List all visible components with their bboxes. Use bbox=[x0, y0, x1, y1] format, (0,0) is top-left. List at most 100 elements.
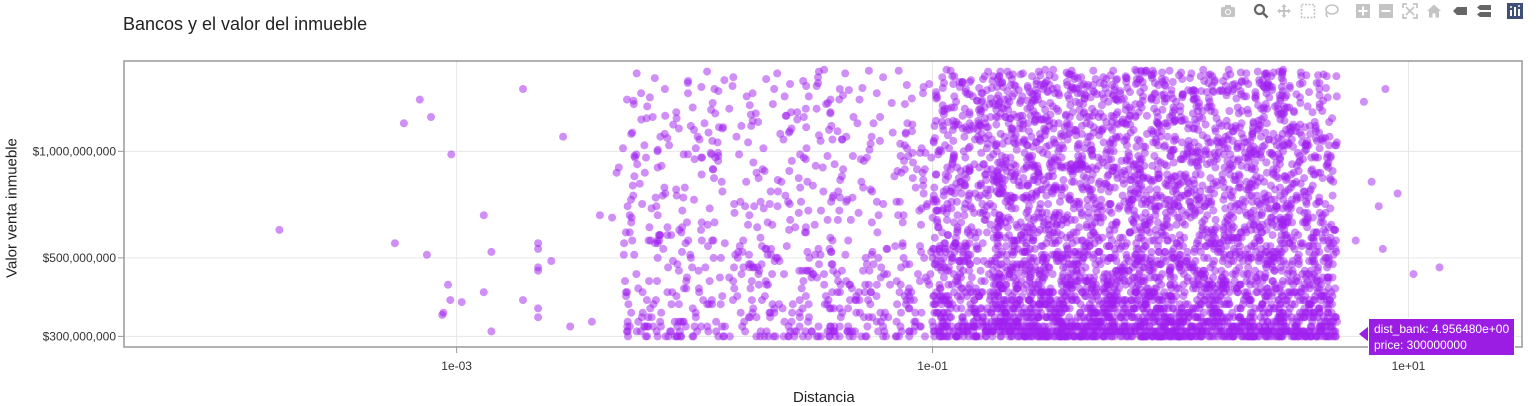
data-point[interactable] bbox=[1041, 65, 1050, 74]
data-point[interactable] bbox=[1310, 118, 1319, 126]
data-point[interactable] bbox=[1192, 119, 1201, 128]
data-point[interactable] bbox=[457, 298, 466, 307]
data-point[interactable] bbox=[1409, 270, 1418, 279]
data-point[interactable] bbox=[634, 284, 643, 293]
data-point[interactable] bbox=[1111, 132, 1120, 141]
data-point[interactable] bbox=[1294, 231, 1303, 240]
data-point[interactable] bbox=[1241, 197, 1249, 206]
data-point[interactable] bbox=[672, 108, 681, 117]
data-point[interactable] bbox=[644, 322, 652, 331]
data-point[interactable] bbox=[782, 242, 791, 251]
data-point[interactable] bbox=[1284, 138, 1292, 147]
data-point[interactable] bbox=[762, 75, 771, 84]
data-point[interactable] bbox=[1202, 145, 1211, 154]
data-point[interactable] bbox=[547, 257, 556, 265]
data-point[interactable] bbox=[624, 332, 632, 341]
data-point[interactable] bbox=[1169, 244, 1178, 253]
data-point[interactable] bbox=[1217, 313, 1226, 322]
data-point[interactable] bbox=[829, 266, 838, 275]
data-point[interactable] bbox=[1331, 284, 1340, 293]
data-point[interactable] bbox=[876, 273, 885, 282]
data-point[interactable] bbox=[1133, 273, 1142, 282]
data-point[interactable] bbox=[960, 179, 969, 188]
data-point[interactable] bbox=[1187, 322, 1196, 331]
data-point[interactable] bbox=[1315, 208, 1324, 217]
data-point[interactable] bbox=[981, 215, 990, 224]
data-point[interactable] bbox=[1326, 176, 1335, 184]
data-point[interactable] bbox=[879, 200, 888, 208]
data-point[interactable] bbox=[1125, 111, 1134, 120]
data-point[interactable] bbox=[634, 317, 643, 326]
data-point[interactable] bbox=[415, 95, 424, 104]
data-point[interactable] bbox=[1063, 244, 1072, 253]
data-point[interactable] bbox=[1052, 250, 1061, 259]
data-point[interactable] bbox=[1274, 250, 1283, 259]
data-point[interactable] bbox=[780, 270, 788, 279]
data-point[interactable] bbox=[756, 197, 765, 206]
data-point[interactable] bbox=[1292, 90, 1301, 99]
data-point[interactable] bbox=[807, 327, 816, 336]
data-point[interactable] bbox=[708, 99, 717, 107]
data-point[interactable] bbox=[1268, 231, 1277, 240]
data-point[interactable] bbox=[1315, 85, 1324, 93]
data-point[interactable] bbox=[1132, 142, 1141, 151]
plotly-logo-icon[interactable] bbox=[1507, 3, 1523, 19]
data-point[interactable] bbox=[950, 247, 959, 256]
data-point[interactable] bbox=[1300, 187, 1309, 196]
data-point[interactable] bbox=[1308, 108, 1317, 117]
data-point[interactable] bbox=[1176, 322, 1185, 331]
data-point[interactable] bbox=[1147, 292, 1156, 301]
data-point[interactable] bbox=[661, 111, 670, 120]
data-point[interactable] bbox=[640, 141, 649, 150]
data-point[interactable] bbox=[684, 236, 693, 245]
data-point[interactable] bbox=[1282, 322, 1291, 331]
data-point[interactable] bbox=[1179, 155, 1188, 164]
data-point[interactable] bbox=[1076, 332, 1085, 341]
data-point[interactable] bbox=[874, 253, 883, 262]
data-point[interactable] bbox=[749, 304, 758, 313]
data-point[interactable] bbox=[1184, 313, 1193, 322]
data-point[interactable] bbox=[925, 280, 934, 289]
data-point[interactable] bbox=[788, 300, 797, 309]
data-point[interactable] bbox=[628, 128, 637, 137]
data-point[interactable] bbox=[1069, 177, 1078, 186]
data-point[interactable] bbox=[897, 308, 905, 317]
data-point[interactable] bbox=[1107, 236, 1116, 245]
data-point[interactable] bbox=[1156, 260, 1165, 269]
data-point[interactable] bbox=[1106, 253, 1115, 262]
data-point[interactable] bbox=[1135, 136, 1144, 145]
data-point[interactable] bbox=[1043, 150, 1052, 159]
data-point[interactable] bbox=[534, 313, 543, 322]
data-point[interactable] bbox=[812, 82, 821, 90]
data-point[interactable] bbox=[1004, 105, 1013, 114]
data-point[interactable] bbox=[1283, 174, 1292, 183]
data-point[interactable] bbox=[665, 141, 674, 150]
data-point[interactable] bbox=[1052, 257, 1061, 265]
data-point[interactable] bbox=[814, 322, 823, 331]
data-point[interactable] bbox=[992, 273, 1001, 282]
data-point[interactable] bbox=[734, 247, 743, 256]
data-point[interactable] bbox=[827, 247, 836, 256]
data-point[interactable] bbox=[698, 153, 707, 162]
data-point[interactable] bbox=[1048, 85, 1057, 93]
data-point[interactable] bbox=[1332, 72, 1341, 81]
data-point[interactable] bbox=[1050, 153, 1059, 162]
data-point[interactable] bbox=[1094, 179, 1103, 188]
data-point[interactable] bbox=[952, 97, 961, 106]
data-point[interactable] bbox=[1121, 72, 1130, 81]
data-point[interactable] bbox=[930, 121, 939, 130]
data-point[interactable] bbox=[664, 263, 673, 272]
data-point[interactable] bbox=[1210, 317, 1219, 326]
data-point[interactable] bbox=[940, 79, 948, 87]
data-point[interactable] bbox=[1022, 161, 1031, 170]
data-point[interactable] bbox=[919, 176, 928, 184]
data-point[interactable] bbox=[1097, 101, 1106, 110]
data-point[interactable] bbox=[816, 136, 825, 145]
data-point[interactable] bbox=[620, 239, 629, 248]
data-point[interactable] bbox=[1300, 147, 1309, 156]
data-point[interactable] bbox=[1238, 317, 1247, 326]
data-point[interactable] bbox=[804, 206, 813, 215]
data-point[interactable] bbox=[1128, 195, 1137, 204]
data-point[interactable] bbox=[859, 266, 868, 275]
data-point[interactable] bbox=[768, 270, 777, 279]
